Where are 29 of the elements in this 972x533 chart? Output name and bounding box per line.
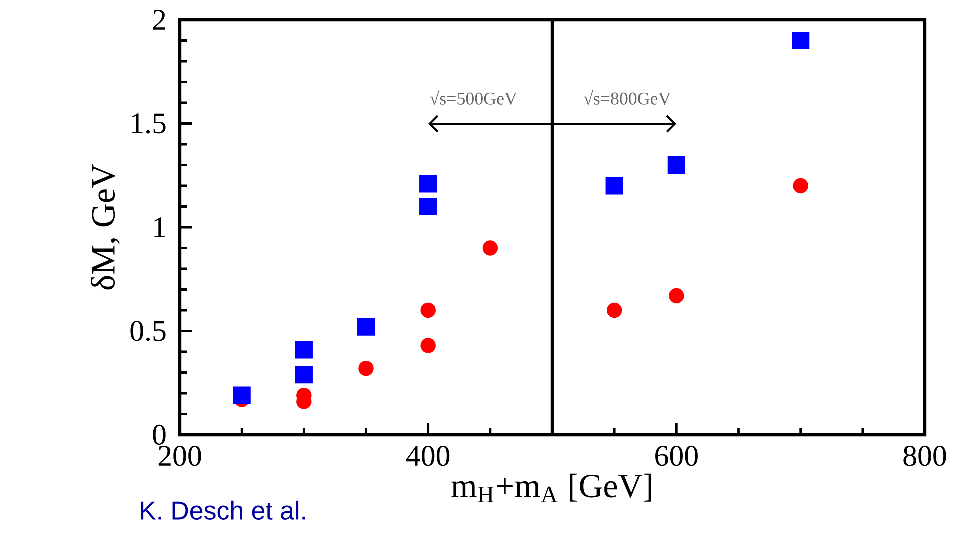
y-tick-label: 0.5 (130, 321, 166, 342)
y-axis-title: δM, GeV (91, 164, 120, 290)
x-tick-label: 600 (656, 446, 698, 466)
point (606, 177, 624, 195)
x-tick-label: 200 (158, 446, 202, 466)
point (420, 198, 438, 216)
point (793, 178, 808, 194)
point (295, 341, 313, 359)
y-tick-label: 1.5 (132, 114, 166, 134)
y-tick-label: 1 (154, 218, 166, 238)
text: K. Desch et al. (141, 500, 306, 520)
x-tick-label: 400 (406, 446, 450, 466)
annotation: √s=800GeV (584, 90, 672, 105)
y-tick-label: 0 (153, 424, 166, 446)
point (669, 288, 684, 304)
point (668, 156, 686, 174)
point (792, 32, 810, 50)
point (295, 366, 313, 384)
annotation: √s=500GeV (430, 90, 518, 105)
point (606, 302, 622, 318)
x-tick-label: 800 (904, 446, 946, 466)
point (357, 318, 376, 336)
y-tick-label: 2 (153, 10, 166, 30)
point (420, 175, 438, 193)
point (420, 302, 436, 318)
x-axis-title: m$_{H}$+m$_{A}$ [GeV] (452, 474, 652, 503)
point (420, 338, 436, 354)
point (482, 240, 498, 256)
point (358, 361, 374, 376)
